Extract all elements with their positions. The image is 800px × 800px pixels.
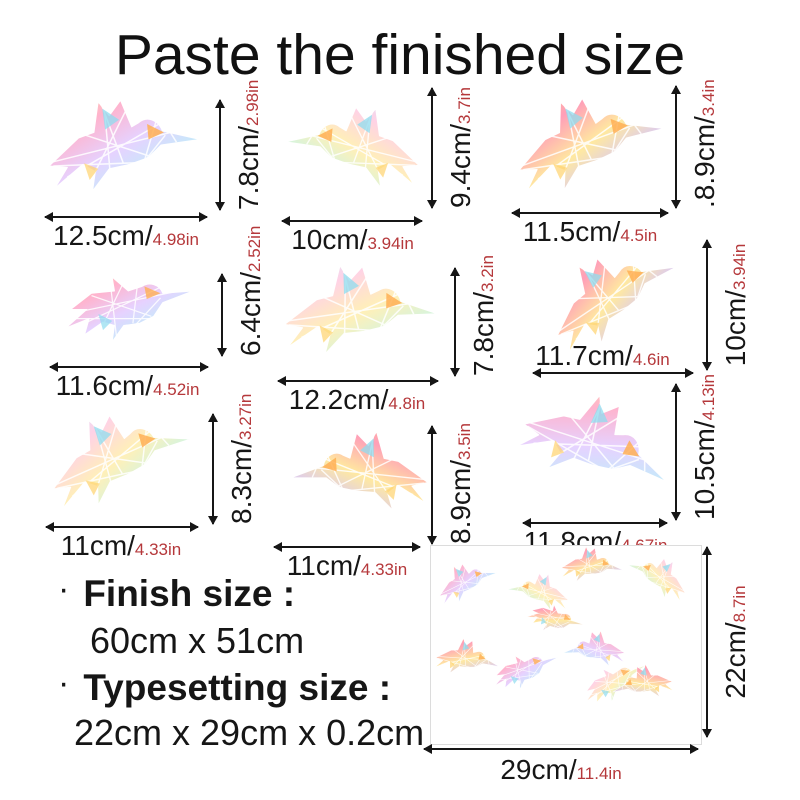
height-arrow (671, 383, 681, 521)
height-label: 7.8cm/3.2in (468, 255, 500, 376)
sheet-width-label: 29cm/11.4in (424, 754, 698, 786)
height-arrow (702, 239, 712, 371)
width-in: 4.6in (632, 350, 670, 369)
height-cm: 8.3cm/ (226, 439, 257, 524)
width-arrow (45, 522, 199, 532)
width-in: 4.98in (152, 230, 199, 249)
height-in: 3.5in (455, 423, 474, 460)
typesetting-sheet (430, 545, 702, 745)
height-arrow (427, 87, 437, 209)
width-in: 4.5in (620, 226, 658, 245)
sheet-height-label: 22cm/8.7in (720, 547, 752, 737)
sheet-width-in: 11.4in (576, 764, 622, 783)
width-arrow (44, 212, 208, 222)
height-in: 2.52in (245, 225, 264, 272)
height-in: 3.27in (236, 393, 255, 440)
height-in: 3.4in (699, 79, 718, 117)
width-cm: 11cm/ (60, 530, 135, 561)
width-label: 10cm/3.94in (270, 224, 435, 256)
hummingbird-graphic (28, 96, 213, 208)
width-label: 11cm/4.33in (36, 530, 206, 562)
height-arrow (450, 267, 460, 377)
width-arrow (511, 208, 669, 218)
width-arrow (277, 376, 439, 386)
width-label: 12.2cm/4.8in (272, 384, 442, 416)
width-label: 11cm/4.33in (264, 550, 430, 582)
hummingbird-graphic (508, 386, 676, 514)
width-arrow (522, 518, 668, 528)
width-label: 12.5cm/4.98in (45, 220, 207, 252)
height-cm: 7.8cm/ (233, 125, 264, 210)
height-label: 8.3cm/3.27in (226, 394, 258, 524)
height-cm: 10.5cm/ (689, 420, 720, 520)
height-cm: 9.4cm/ (445, 123, 476, 208)
width-cm: 11cm/ (286, 550, 361, 581)
width-cm: 11.6cm/ (55, 370, 154, 401)
bullet-dot: · (58, 570, 70, 608)
height-arrow (671, 85, 681, 209)
height-cm: 7.8cm/ (468, 291, 499, 376)
width-in: 3.94in (367, 234, 414, 253)
hummingbird-graphic (282, 92, 430, 214)
width-cm: 11.5cm/ (522, 216, 621, 247)
bullet-dot: · (58, 664, 70, 702)
height-cm: 10cm/ (720, 290, 751, 367)
sheet-width-cm: 29cm/ (500, 754, 577, 785)
height-in: 3.2in (478, 255, 497, 292)
width-arrow (281, 216, 423, 226)
typesetting-size-heading: · Typesetting size : (58, 664, 391, 709)
width-label: 11.7cm/4.6in (520, 340, 685, 372)
width-arrow (273, 542, 421, 552)
width-arrow (532, 368, 694, 378)
typesetting-size-label: Typesetting size : (83, 667, 392, 708)
hummingbird-graphic (42, 268, 210, 360)
height-arrow (208, 413, 218, 525)
width-label: 11.5cm/4.5in (512, 216, 668, 248)
width-cm: 12.5cm/ (53, 220, 153, 251)
width-cm: 10cm/ (291, 224, 368, 255)
width-in: 4.33in (360, 560, 408, 579)
height-cm: 6.4cm/ (235, 271, 266, 356)
sheet-height-arrow (702, 546, 712, 738)
width-arrow (49, 362, 209, 372)
width-label: 11.6cm/4.52in (40, 370, 215, 402)
height-arrow (217, 273, 227, 357)
height-in: 3.94in (730, 243, 749, 291)
height-label: 7.8cm/2.98in (233, 80, 265, 210)
height-label: 8.9cm/3.5in (445, 423, 477, 544)
hummingbird-graphic (38, 408, 198, 520)
height-label: .8.9cm/3.4in (689, 79, 721, 208)
width-in: 4.52in (153, 380, 200, 399)
height-in: 3.7in (455, 87, 474, 124)
height-label: 10cm/3.94in (720, 240, 752, 370)
width-in: 4.8in (388, 394, 426, 413)
finish-size-label: Finish size : (83, 573, 296, 614)
width-cm: 11.7cm/ (535, 340, 633, 371)
page-title: Paste the finished size (114, 23, 686, 87)
height-cm: .8.9cm/ (689, 116, 720, 208)
bird-collage-graphic (431, 546, 701, 744)
height-label: 6.4cm/2.52in (235, 226, 267, 356)
height-in: 4.13in (699, 374, 718, 421)
finish-size-value: 60cm x 51cm (90, 620, 305, 661)
width-cm: 12.2cm/ (288, 384, 389, 415)
typesetting-size-value: 22cm x 29cm x 0.2cm (74, 712, 425, 753)
width-in: 4.33in (134, 540, 182, 559)
height-cm: 8.9cm/ (445, 459, 476, 544)
height-arrow (215, 99, 225, 211)
sheet-height-cm: 22cm/ (720, 622, 751, 699)
hummingbird-graphic (272, 262, 442, 374)
height-label: 9.4cm/3.7in (445, 87, 477, 208)
height-label: 10.5cm/4.13in (689, 374, 721, 520)
height-arrow (427, 425, 437, 545)
sheet-height-in: 8.7in (730, 585, 749, 623)
sheet-width-arrow (423, 744, 699, 754)
finish-size-heading: · Finish size : (58, 570, 295, 615)
hummingbird-graphic (505, 90, 670, 208)
hummingbird-graphic (288, 418, 438, 540)
height-in: 2.98in (243, 79, 262, 126)
